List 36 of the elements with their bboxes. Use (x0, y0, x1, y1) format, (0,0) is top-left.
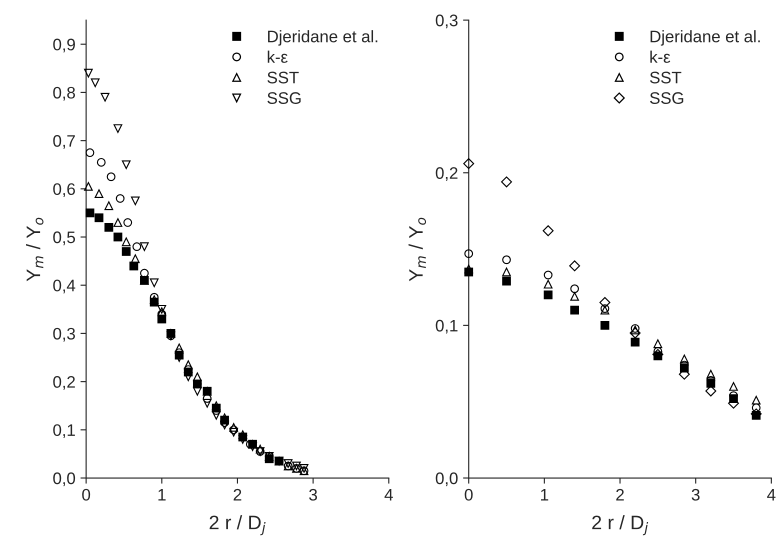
y-tick-label: 0,2 (53, 376, 75, 390)
y-tick-label: 0,3 (436, 14, 458, 28)
x-tick-label: 3 (692, 488, 700, 501)
y-tick-label: 0,4 (53, 280, 76, 294)
x-tick-label: 1 (158, 489, 166, 501)
y-tick-label: 0,3 (53, 328, 75, 342)
legend-label: SSG (650, 92, 684, 104)
y-tick-label: 0,9 (53, 38, 75, 52)
x-tick-label: 4 (767, 489, 776, 501)
x-tick-label: 2 (234, 488, 242, 501)
legend-label: SSG (267, 92, 301, 104)
y-axis-title: Y$_{m}$ / Y$_{o}$ (408, 218, 426, 282)
x-tick-label: 4 (384, 489, 393, 501)
legend-label: k-ε (650, 50, 670, 63)
y-tick-label: 0,7 (53, 135, 75, 149)
x-tick-label: 2 (616, 488, 624, 501)
x-tick-label: 0 (464, 488, 473, 501)
x-tick-label: 0 (82, 488, 90, 501)
y-axis-title: Y$_{m}$ / Y$_{o}$ (26, 218, 44, 282)
legend-label: Djeridane et al. (268, 30, 378, 46)
y-tick-label: 0,0 (436, 472, 458, 486)
legend-label: SST (650, 72, 682, 84)
legend-label: k-ε (268, 50, 288, 63)
x-axis-title: 2 r / D$_{j}$ (592, 515, 648, 536)
legend-label: Djeridane et al. (650, 30, 760, 46)
y-tick-label: 0,1 (436, 320, 458, 334)
x-axis-title: 2 r / D$_{j}$ (210, 515, 266, 536)
x-tick-label: 3 (309, 488, 318, 501)
y-tick-label: 0,0 (53, 472, 76, 486)
y-tick-label: 0,1 (53, 424, 75, 438)
y-tick-label: 0,5 (53, 231, 76, 246)
y-tick-label: 0,6 (53, 183, 75, 197)
legend-label: SST (267, 72, 299, 84)
y-tick-label: 0,2 (436, 167, 458, 181)
y-tick-label: 0,8 (53, 86, 75, 101)
x-tick-label: 1 (541, 489, 548, 501)
